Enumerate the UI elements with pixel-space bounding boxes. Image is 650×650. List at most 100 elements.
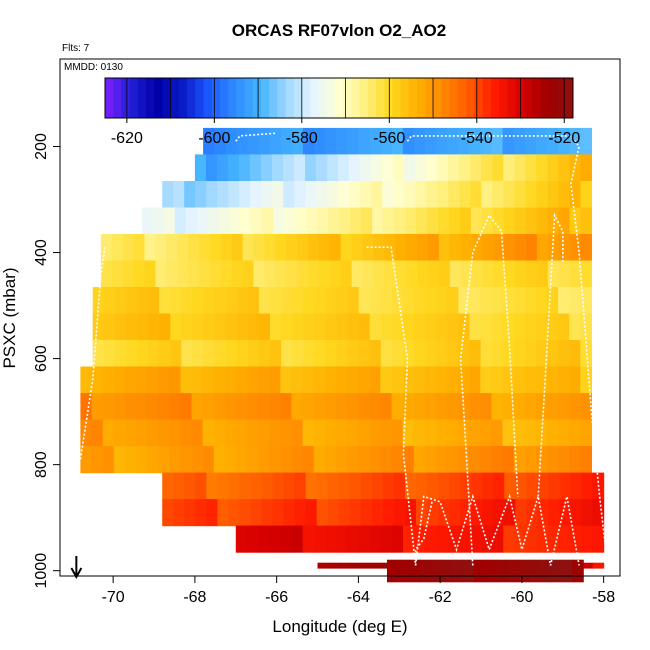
heatmap-cell — [536, 313, 548, 341]
heatmap-cell — [181, 313, 194, 341]
heatmap-cell — [202, 366, 215, 394]
heatmap-cell — [236, 287, 249, 315]
heatmap-cell — [525, 154, 537, 182]
heatmap-cell — [380, 313, 393, 341]
heatmap-cell — [349, 472, 362, 500]
heatmap-cell — [458, 313, 471, 341]
heatmap-cell — [470, 207, 483, 235]
colorbar-tick-label: -600 — [198, 130, 230, 147]
heatmap-cell — [447, 127, 459, 155]
heatmap-cell — [504, 472, 516, 500]
heatmap-cell — [547, 525, 560, 553]
heatmap-cell — [169, 446, 181, 474]
heatmap-cell — [502, 127, 515, 155]
heatmap-cell — [137, 340, 149, 368]
heatmap-cell — [302, 393, 315, 421]
heatmap-cell — [413, 446, 426, 474]
heatmap-cell — [436, 340, 448, 368]
heatmap-cell — [458, 366, 470, 394]
heatmap-cell — [514, 154, 526, 182]
heatmap-cell — [394, 472, 406, 500]
colorbar-segment — [540, 78, 549, 118]
heatmap-cell — [155, 234, 167, 262]
heatmap-cell — [405, 499, 417, 527]
heatmap-cell — [524, 313, 537, 341]
heatmap-cell — [217, 181, 229, 209]
heatmap-cell — [393, 181, 405, 209]
heatmap-cell — [515, 499, 527, 527]
heatmap-cell — [258, 393, 270, 421]
colorbar-segment — [252, 78, 262, 118]
heatmap-cell — [273, 207, 285, 235]
heatmap-cell — [220, 234, 233, 262]
heatmap-cell — [103, 313, 116, 341]
heatmap-cell — [438, 260, 451, 288]
heatmap-cell — [224, 419, 237, 447]
heatmap-cell — [458, 419, 470, 447]
heatmap-cell — [327, 499, 340, 527]
heatmap-cell — [417, 234, 429, 262]
heatmap-cell — [369, 366, 381, 394]
heatmap-cell — [336, 340, 349, 368]
heatmap-cell — [173, 472, 185, 500]
heatmap-cell — [280, 446, 293, 474]
colorbar-segment — [343, 78, 352, 118]
heatmap-cell — [492, 181, 504, 209]
colorbar-tick-label: -580 — [286, 130, 318, 147]
heatmap-cell — [113, 446, 126, 474]
heatmap-cell — [209, 260, 222, 288]
heatmap-cell — [113, 393, 126, 421]
heatmap-cell — [380, 525, 393, 553]
heatmap-cell — [536, 287, 548, 315]
heatmap-cell — [524, 127, 537, 155]
heatmap-cell — [435, 393, 448, 421]
heatmap-cell — [424, 366, 437, 394]
heatmap-cell — [369, 340, 382, 368]
heatmap-cell — [224, 446, 237, 474]
heatmap-cell — [360, 499, 373, 527]
x-tick-label: -70 — [102, 589, 125, 606]
heatmap-cell — [358, 287, 371, 315]
heatmap-cell — [191, 393, 204, 421]
heatmap-cell — [515, 260, 527, 288]
heatmap-cell — [558, 234, 571, 262]
heatmap-cell — [317, 207, 329, 235]
heatmap-cell — [558, 181, 570, 209]
heatmap-cell — [270, 287, 282, 315]
colorbar-segment — [359, 78, 369, 118]
heatmap-cell — [480, 127, 493, 155]
heatmap-cell — [408, 559, 421, 583]
heatmap-cell — [536, 340, 548, 368]
heatmap-cell — [136, 419, 148, 447]
heatmap-cell — [414, 525, 426, 553]
heatmap-cell — [144, 234, 156, 262]
heatmap-cell — [561, 559, 573, 583]
heatmap-cell — [394, 207, 406, 235]
heatmap-cell — [504, 499, 516, 527]
heatmap-cell — [447, 366, 459, 394]
heatmap-cell — [382, 472, 395, 500]
heatmap-cell — [302, 446, 315, 474]
heatmap-cell — [347, 446, 359, 474]
heatmap-cell — [351, 260, 364, 288]
heatmap-cell — [581, 562, 594, 569]
heatmap-cell — [325, 287, 338, 315]
heatmap-cell — [425, 340, 437, 368]
heatmap-cell — [261, 472, 274, 500]
heatmap-cell — [371, 472, 384, 500]
heatmap-cell — [349, 499, 362, 527]
heatmap-cell — [470, 154, 482, 182]
heatmap-cell — [459, 181, 471, 209]
heatmap-cell — [213, 419, 226, 447]
heatmap-cell — [147, 366, 159, 394]
heatmap-cell — [203, 287, 216, 315]
heatmap-cell — [347, 525, 359, 553]
colorbar-segment — [285, 78, 295, 118]
heatmap-cell — [502, 313, 515, 341]
heatmap-cell — [203, 127, 215, 155]
heatmap-cell — [504, 234, 516, 262]
heatmap-cell — [327, 472, 340, 500]
heatmap-cell — [220, 260, 233, 288]
heatmap-cell — [291, 446, 304, 474]
flights-count-label: Flts: 7 — [62, 43, 90, 54]
